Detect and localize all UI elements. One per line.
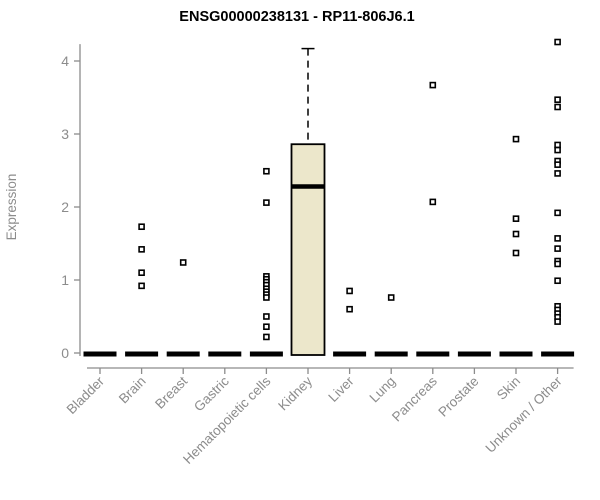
outlier-point-hematopoietic-cells [263,323,270,331]
y-tick-label: 2 [61,199,69,215]
outlier-point-unknown-other [554,260,561,268]
outlier-point-hematopoietic-cells [263,333,270,341]
outlier-point-liver [346,287,353,295]
x-tick-label-liver: Liver [325,373,357,405]
outlier-point-pancreas [429,198,437,206]
x-tick-label-brain: Brain [116,374,149,407]
collapsed-box-prostate [457,351,491,357]
outlier-point-unknown-other [554,170,561,177]
x-tick-label-lung: Lung [366,374,398,406]
collapsed-box-bladder [83,351,117,357]
outlier-point-brain [138,223,145,231]
collapsed-box-hematopoietic-cells [249,351,283,357]
outlier-point-skin [512,215,520,222]
outlier-point-unknown-other [554,235,561,242]
outlier-point-unknown-other [554,277,561,285]
outlier-point-hematopoietic-cells [263,199,270,206]
outlier-point-hematopoietic-cells [263,294,270,301]
x-tick-label-breast: Breast [152,373,190,411]
x-tick-label-pancreas: Pancreas [389,373,440,424]
outlier-point-unknown-other [554,209,561,217]
y-tick-label: 3 [61,126,69,142]
collapsed-box-brain [125,351,159,357]
collapsed-box-lung [374,351,408,357]
outlier-point-skin [512,249,520,257]
outlier-point-pancreas [429,81,437,89]
outlier-point-brain [138,282,145,290]
y-tick-label: 1 [61,272,69,288]
x-tick-label-unknown-other: Unknown / Other [482,373,565,456]
y-tick-label: 4 [61,53,69,69]
y-tick-label: 0 [61,345,69,361]
outlier-point-unknown-other [554,103,561,111]
x-tick-label-kidney: Kidney [275,373,315,413]
chart-title: ENSG00000238131 - RP11-806J6.1 [179,9,414,25]
outlier-point-unknown-other [554,245,561,252]
outlier-point-skin [512,230,520,238]
outlier-point-unknown-other [554,38,561,46]
x-tick-label-gastric: Gastric [191,373,232,414]
collapsed-box-gastric [208,351,242,357]
x-tick-label-bladder: Bladder [64,373,108,417]
collapsed-box-liver [333,351,367,357]
y-axis-label: Expression [4,174,19,241]
outlier-point-lung [387,294,395,301]
outlier-point-unknown-other [554,141,561,149]
outlier-point-brain [138,246,145,253]
collapsed-box-unknown-other [541,351,575,357]
outlier-point-unknown-other [554,318,561,325]
collapsed-box-skin [499,351,533,357]
outlier-point-breast [179,259,187,266]
outlier-point-unknown-other [554,96,561,103]
outlier-point-unknown-other [554,161,561,168]
x-tick-label-prostate: Prostate [435,374,481,420]
outlier-point-brain [138,269,145,277]
outlier-point-unknown-other [554,146,561,154]
outlier-point-hematopoietic-cells [263,313,270,320]
outlier-point-skin [512,135,520,143]
box-kidney [290,143,326,356]
outlier-point-hematopoietic-cells [263,167,270,175]
x-tick-label-skin: Skin [494,374,523,403]
outlier-point-liver [346,305,353,313]
collapsed-box-breast [166,351,200,357]
collapsed-box-pancreas [416,351,450,357]
